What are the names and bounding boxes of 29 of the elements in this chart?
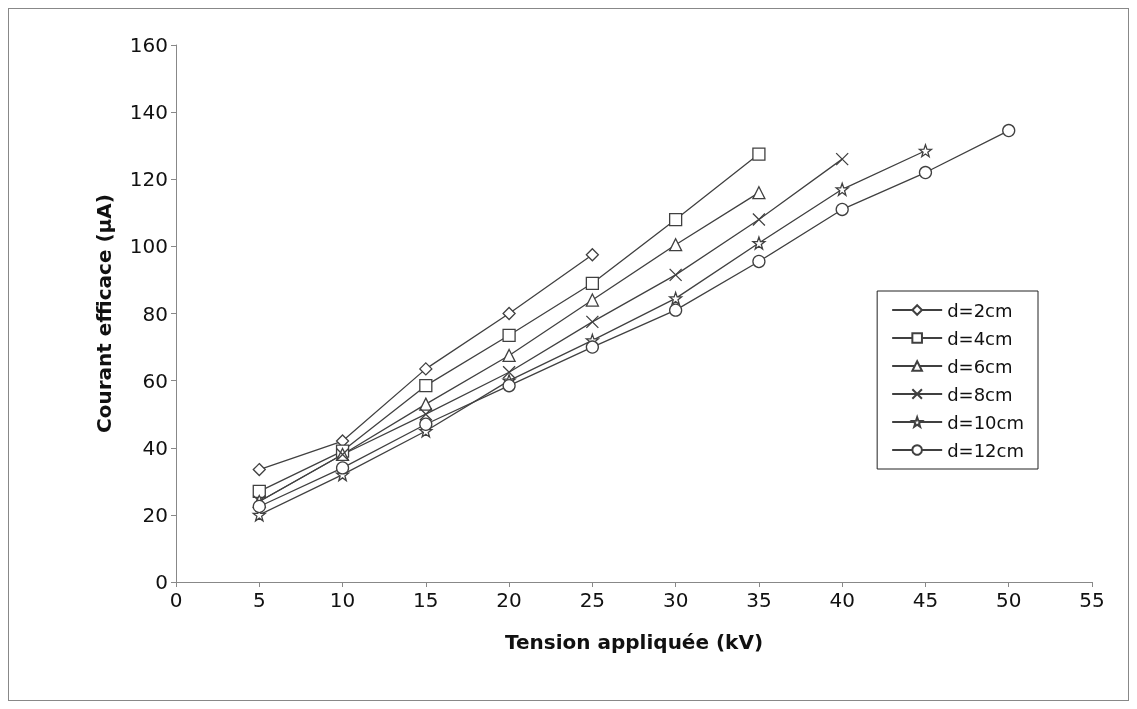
x-tick-label: 0 xyxy=(169,588,183,612)
x-tick-label: 20 xyxy=(496,588,522,612)
x-tick-label: 25 xyxy=(579,588,606,612)
legend-label: d=10cm xyxy=(947,411,1024,433)
legend-label: d=2cm xyxy=(947,299,1013,321)
x-tick-label: 35 xyxy=(746,588,772,612)
x-tick-label: 50 xyxy=(996,588,1022,612)
y-tick-label: 0 xyxy=(155,570,168,594)
x-tick-label: 45 xyxy=(912,588,939,612)
y-tick-label: 100 xyxy=(129,234,168,259)
x-axis-title: Tension appliquée (kV) xyxy=(504,630,764,654)
y-tick-label: 40 xyxy=(142,435,168,460)
y-tick-label: 60 xyxy=(142,368,168,393)
y-tick-label: 20 xyxy=(142,502,168,527)
y-tick-label: 80 xyxy=(142,301,168,326)
x-tick-label: 30 xyxy=(662,588,689,612)
y-tick-label: 140 xyxy=(129,100,168,125)
y-tick-label: 160 xyxy=(129,33,168,57)
x-tick-label: 40 xyxy=(829,588,855,612)
x-tick-label: 55 xyxy=(1079,588,1105,612)
legend-label: d=6cm xyxy=(947,355,1013,377)
legend-label: d=12cm xyxy=(947,439,1024,461)
legend-label: d=8cm xyxy=(947,383,1013,405)
x-tick-label: 5 xyxy=(252,588,266,612)
x-tick-label: 15 xyxy=(413,588,439,612)
y-axis-title: Courant efficace (µA) xyxy=(92,194,116,433)
x-tick-label: 10 xyxy=(329,588,356,612)
legend-label: d=4cm xyxy=(947,327,1013,349)
y-tick-label: 120 xyxy=(129,167,168,192)
